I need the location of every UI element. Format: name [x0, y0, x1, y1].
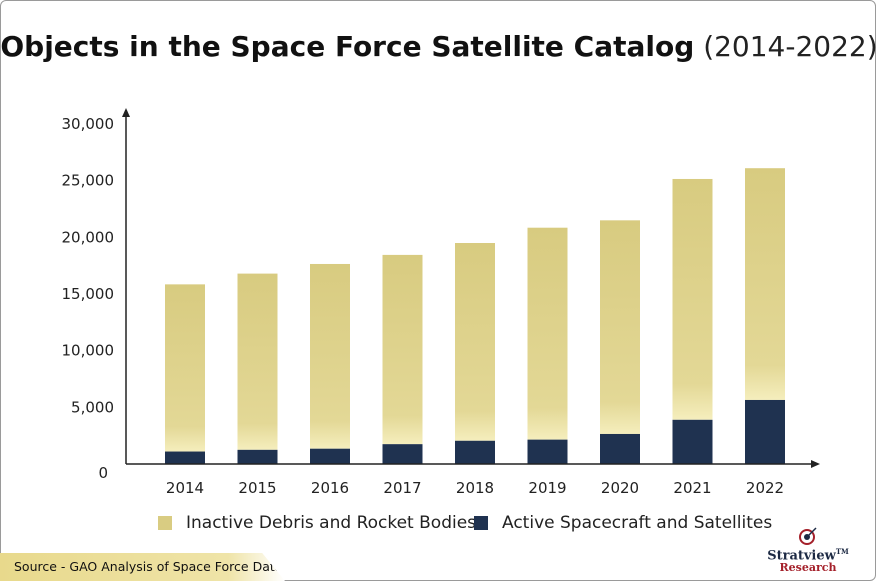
legend-label-debris: Inactive Debris and Rocket Bodies: [186, 513, 477, 533]
x-axis-arrow: [811, 460, 820, 468]
bar-debris-2018: [455, 243, 495, 441]
logo-name-research: Research: [779, 561, 837, 575]
title-sub: (2014-2022): [703, 30, 878, 63]
x-tick-label-2014: 2014: [166, 479, 204, 497]
y-tick-label-5: 25,000: [62, 172, 115, 190]
bar-debris-2019: [527, 227, 568, 440]
bar-debris-2016: [310, 263, 350, 449]
bar-debris-2017: [382, 254, 423, 445]
bar-debris-2014: [165, 284, 205, 452]
chart-title: Objects in the Space Force Satellite Cat…: [0, 30, 878, 63]
bar-active-2017: [382, 444, 423, 464]
y-tick-label-0: 0: [98, 464, 108, 482]
legend-swatch-active: [474, 516, 488, 530]
title-main: Objects in the Space Force Satellite Cat…: [0, 30, 695, 63]
legend-swatch-debris: [158, 516, 172, 530]
logo-target-icon: [799, 527, 817, 545]
x-tick-label-2019: 2019: [528, 479, 566, 497]
bar-active-2014: [165, 451, 205, 464]
bar-debris-2015: [237, 273, 278, 450]
axes-group: 2014 2015 2016 2017 2018 2019 2020 2021 2022 0 5,0…: [62, 108, 820, 497]
bars-group: [165, 168, 785, 464]
y-tick-label-4: 20,000: [62, 228, 115, 246]
logo-name: StratviewTM: [767, 547, 849, 564]
x-tick-label-2018: 2018: [456, 479, 494, 497]
bar-active-2020: [600, 433, 640, 464]
y-tick-label-6: 30,000: [62, 115, 115, 133]
bar-debris-2022: [745, 168, 785, 400]
bar-active-2021: [672, 419, 713, 464]
x-tick-label-2021: 2021: [673, 479, 711, 497]
bar-active-2018: [455, 440, 495, 464]
x-tick-label-2020: 2020: [601, 479, 639, 497]
y-tick-label-2: 10,000: [62, 342, 115, 360]
bar-active-2022: [745, 399, 785, 464]
source-note: Source - GAO Analysis of Space Force Dat…: [0, 553, 285, 581]
x-tick-label-2015: 2015: [238, 479, 276, 497]
bar-debris-2020: [600, 220, 640, 434]
x-tick-label-2017: 2017: [383, 479, 421, 497]
bar-active-2015: [237, 449, 278, 464]
legend-label-active: Active Spacecraft and Satellites: [502, 513, 773, 533]
x-tick-label-2016: 2016: [311, 479, 349, 497]
y-tick-label-1: 5,000: [71, 398, 114, 416]
legend-item-debris: Inactive Debris and Rocket Bodies: [158, 513, 476, 533]
stratview-logo: StratviewTM Research: [764, 527, 852, 573]
y-tick-label-3: 15,000: [62, 285, 115, 303]
y-axis-arrow: [122, 108, 130, 117]
bar-active-2019: [527, 439, 568, 464]
x-tick-label-2022: 2022: [746, 479, 784, 497]
bar-active-2016: [310, 448, 350, 464]
bar-debris-2021: [672, 178, 713, 420]
legend-item-active: Active Spacecraft and Satellites: [474, 513, 772, 533]
